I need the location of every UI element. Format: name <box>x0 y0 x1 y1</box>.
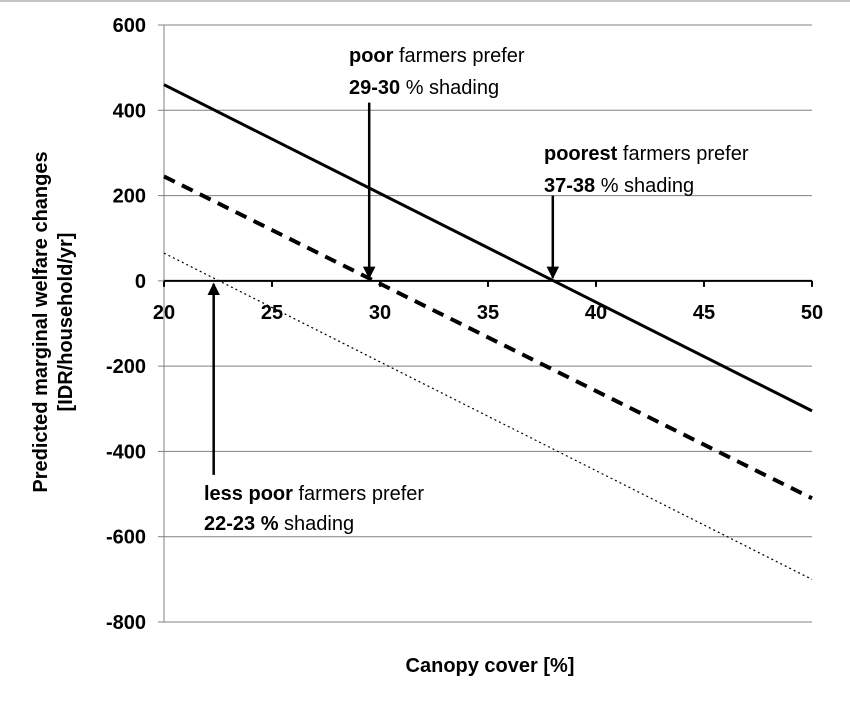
annotation-text: farmers prefer <box>293 483 424 505</box>
y-tick-label: 200 <box>113 186 146 208</box>
annotation-line2: 37-38 % shading <box>544 175 694 197</box>
x-tick-label: 50 <box>801 302 823 324</box>
ticks: 20 25 30 35 40 45 50 600 400 200 0 -200 -400 -600 -800 <box>106 15 823 634</box>
series-line-solid <box>163 83 813 413</box>
axes <box>158 24 813 623</box>
series-line-dashed <box>163 174 813 501</box>
annotation-text: % shading <box>400 77 499 99</box>
y-axis-title-line2: [IDR/household/yr] <box>55 233 77 412</box>
annotation-bold: 29-30 <box>349 77 400 99</box>
annotation-text: farmers prefer <box>617 143 748 165</box>
annotation-line1: poor farmers prefer <box>349 45 525 67</box>
annotation-text: farmers prefer <box>393 45 524 67</box>
x-tick-label: 25 <box>261 302 283 324</box>
y-tick-label: -200 <box>106 356 146 378</box>
annotation-bold: poor <box>349 45 394 67</box>
y-tick-label: -400 <box>106 441 146 463</box>
annotation-line1: poorest farmers prefer <box>544 143 749 165</box>
y-tick-label: 600 <box>113 15 146 37</box>
x-tick-label: 40 <box>585 302 607 324</box>
y-tick-label: 0 <box>135 271 146 293</box>
annotations: poor farmers prefer 29-30 % shading poores… <box>204 45 749 535</box>
annotation-bold: poorest <box>544 143 618 165</box>
annotation-bold: 22-23 % <box>204 513 279 535</box>
y-tick-label: -600 <box>106 527 146 549</box>
annotation-text: shading <box>279 513 355 535</box>
y-axis-title-line1: Predicted marginal welfare changes <box>30 151 52 492</box>
y-tick-label: -800 <box>106 612 146 634</box>
grid <box>164 24 812 623</box>
annotation-bold: less poor <box>204 483 293 505</box>
x-axis-title: Canopy cover [%] <box>406 655 575 677</box>
annotation-bold: 37-38 <box>544 175 595 197</box>
x-tick-label: 30 <box>369 302 391 324</box>
annotation-line2: 29-30 % shading <box>349 77 499 99</box>
y-tick-label: 400 <box>113 100 146 122</box>
annotation-line2: 22-23 % shading <box>204 513 354 535</box>
x-tick-label: 45 <box>693 302 715 324</box>
x-tick-label: 35 <box>477 302 499 324</box>
x-tick-label: 20 <box>153 302 175 324</box>
series <box>163 83 813 580</box>
series-line-dotted <box>163 252 813 580</box>
annotation-line1: less poor farmers prefer <box>204 483 424 505</box>
annotation-text: % shading <box>595 175 694 197</box>
